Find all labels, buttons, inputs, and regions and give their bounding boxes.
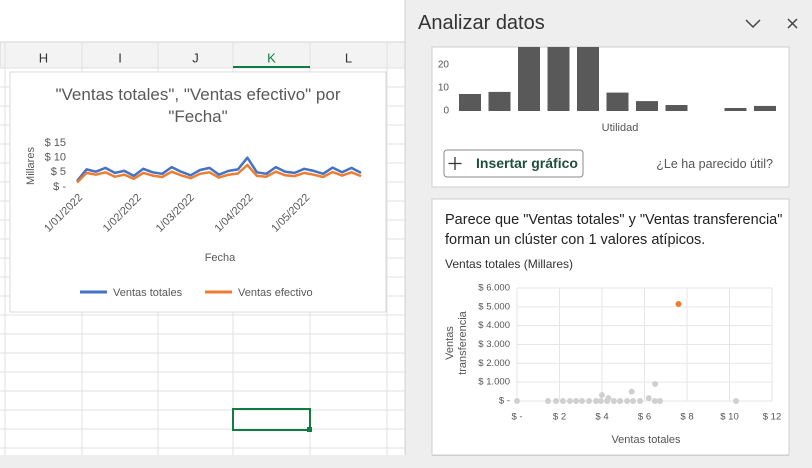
x-axis-title: Ventas totales xyxy=(611,434,681,446)
bar xyxy=(459,93,481,111)
x-tick-label: $ 10 xyxy=(720,412,739,423)
y-tick-label: $ 2.000 xyxy=(478,358,510,369)
scatter-point xyxy=(566,398,573,404)
scatter-point xyxy=(573,398,580,404)
y-tick-label: 10 xyxy=(438,83,450,94)
column-header-bar xyxy=(0,41,406,69)
x-tick-label: $ 12 xyxy=(763,412,782,423)
line-chart-title: "Ventas totales", "Ventas efectivo" por … xyxy=(55,85,341,126)
scatter-point xyxy=(651,398,658,404)
scatter-point xyxy=(514,398,520,404)
scatter-point xyxy=(624,398,631,404)
scatter-point xyxy=(599,391,605,398)
y-tick-label: $ 5.000 xyxy=(478,301,510,312)
x-tick-label: $ 4 xyxy=(595,412,608,423)
ribbon-area xyxy=(0,0,405,42)
scatter-point xyxy=(733,398,740,404)
bar-chart: 0 10 20 xyxy=(438,47,776,117)
scatter-point xyxy=(597,398,604,404)
y-tick-label: $ 10 xyxy=(45,152,66,164)
y-axis-title: Millares xyxy=(25,147,37,185)
scatter-point xyxy=(630,398,637,404)
fill-handle[interactable] xyxy=(307,427,312,432)
bar xyxy=(754,105,776,111)
y-tick-label: $ 15 xyxy=(45,137,66,149)
scatter-point xyxy=(645,395,652,402)
legend-label: Ventas totales xyxy=(113,287,183,299)
insert-button-label[interactable]: Insertar gráfico xyxy=(476,155,578,171)
scatter-point xyxy=(593,398,600,404)
scatter-point xyxy=(553,398,560,404)
y-tick-label: $ 5 xyxy=(51,166,66,178)
y-tick-label: $ 1.000 xyxy=(478,377,510,388)
plus-icon xyxy=(448,157,462,170)
y-tick-label: 20 xyxy=(438,60,450,71)
x-tick-label: $ 8 xyxy=(680,412,693,423)
x-tick-label: $ 6 xyxy=(638,412,651,423)
column-header: I xyxy=(118,50,122,65)
y-tick-label: 0 xyxy=(443,106,449,117)
column-header: L xyxy=(345,50,352,65)
x-tick-label: $ - xyxy=(511,412,522,423)
x-axis-title: Fecha xyxy=(205,252,236,264)
scatter-point xyxy=(605,395,612,402)
scatter-y-label: Ventas transferencia xyxy=(444,311,469,375)
bar xyxy=(724,108,747,111)
scatter-point xyxy=(628,388,635,395)
column-header-selected xyxy=(233,66,310,68)
bar xyxy=(488,91,511,111)
bar xyxy=(518,47,540,111)
scatter-point xyxy=(657,398,664,404)
line-series xyxy=(76,163,362,184)
legend-label: Ventas efectivo xyxy=(238,287,313,299)
selected-cell[interactable] xyxy=(232,408,311,431)
insert-button[interactable] xyxy=(443,149,584,178)
insight-text: Parece que "Ventas totales" y "Ventas tr… xyxy=(445,212,783,248)
scatter-point xyxy=(637,398,644,404)
scatter-point xyxy=(579,398,586,404)
pane-title: Analizar datos xyxy=(418,12,545,34)
bar xyxy=(665,105,688,111)
scatter-point xyxy=(652,381,659,388)
line-series xyxy=(76,156,362,182)
scatter-point xyxy=(610,398,617,404)
bottom-strip xyxy=(0,455,812,468)
scatter-point xyxy=(545,398,552,404)
y-tick-label: $ 3.000 xyxy=(478,339,510,350)
y-tick-label: $ - xyxy=(53,181,66,193)
feedback-link[interactable]: ¿Le ha parecido útil? xyxy=(656,157,773,171)
y-tick-label: $ 6.000 xyxy=(478,283,510,294)
scatter-point xyxy=(586,398,593,404)
y-tick-label: $ - xyxy=(499,396,510,407)
bar xyxy=(636,101,658,111)
chart-box xyxy=(9,71,387,313)
x-axis-title: Utilidad xyxy=(602,122,639,134)
bar xyxy=(606,92,629,111)
scatter-point xyxy=(559,398,566,404)
scatter-point xyxy=(617,398,624,404)
bar xyxy=(547,47,570,111)
y-tick-label: $ 4.000 xyxy=(478,320,510,331)
x-tick-label: $ 2 xyxy=(553,412,566,423)
column-header: K xyxy=(267,50,276,65)
scatter-point xyxy=(675,301,682,308)
close-icon[interactable] xyxy=(787,18,798,29)
bar xyxy=(577,47,599,111)
card-2-bottom xyxy=(432,455,789,456)
scatter-title: Ventas totales (Millares) xyxy=(445,257,574,271)
column-header: H xyxy=(39,50,48,65)
collapse-icon[interactable] xyxy=(745,19,761,29)
column-header: J xyxy=(192,50,199,65)
